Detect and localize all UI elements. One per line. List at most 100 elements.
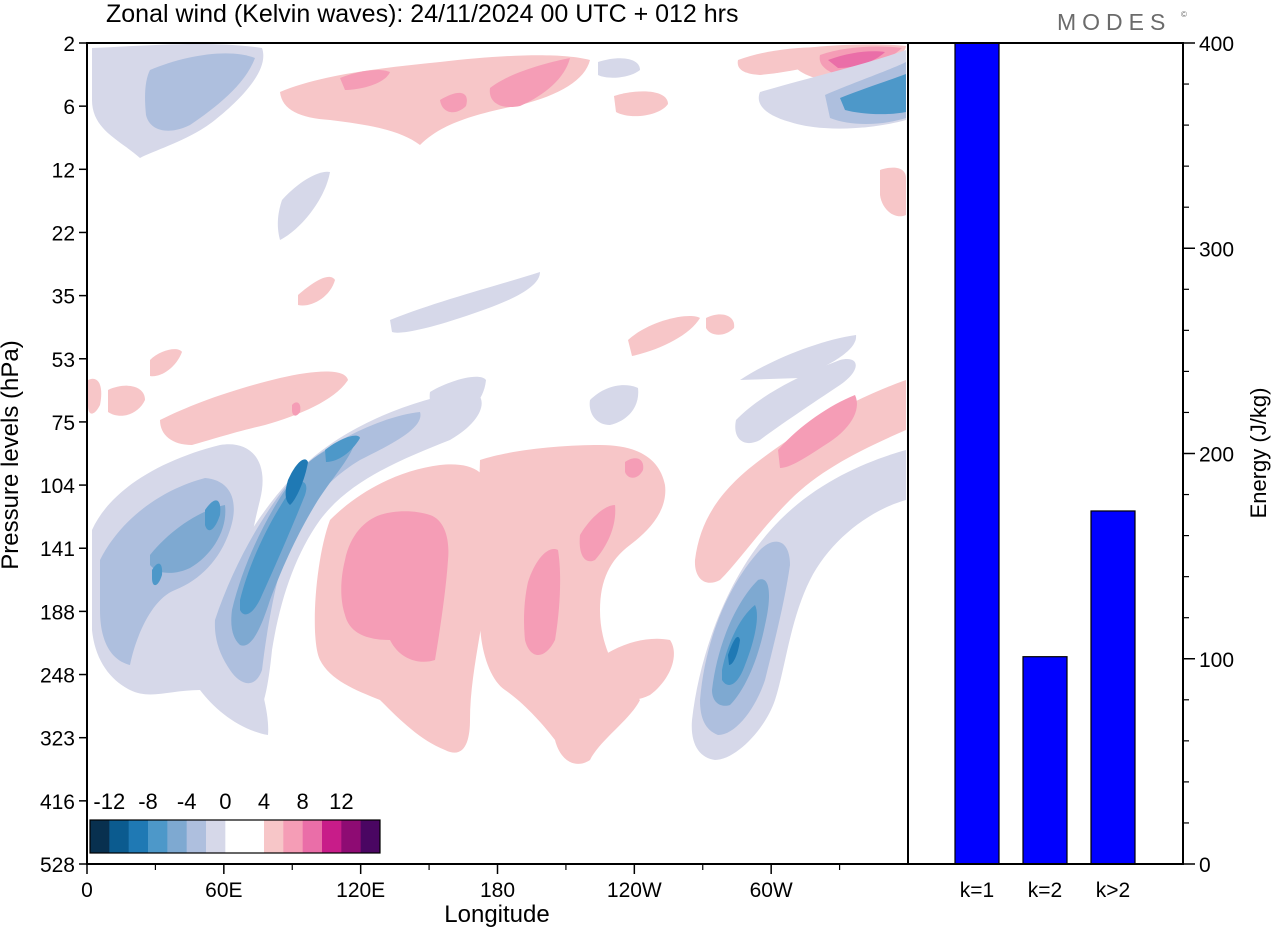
bar-category-label: k=1	[960, 879, 994, 902]
anomaly-region	[108, 385, 145, 416]
colorbar-label: -4	[177, 789, 197, 814]
anomaly-region	[88, 378, 102, 414]
colorbar-swatch	[283, 820, 304, 853]
colorbar-swatch	[244, 820, 265, 853]
bar-y-tick-label: 400	[1199, 33, 1234, 56]
anomaly-region	[285, 459, 308, 505]
colorbar-swatch	[360, 820, 381, 853]
anomaly-region	[628, 316, 700, 356]
y-tick-label: 188	[40, 601, 75, 624]
anomaly-region	[341, 511, 449, 662]
x-tick-label: 120E	[336, 879, 385, 902]
anomaly-region	[625, 458, 644, 478]
x-tick-label: 120W	[607, 879, 662, 902]
bar-y-tick-label: 0	[1199, 854, 1211, 877]
colorbar-swatch	[302, 820, 323, 853]
bar-y-tick-label: 200	[1199, 444, 1234, 467]
y-tick-label: 53	[52, 349, 75, 372]
colorbar-swatch	[148, 820, 168, 853]
bar-category-label: k=2	[1028, 879, 1062, 902]
colorbar-label: 0	[219, 789, 231, 814]
anomaly-region	[212, 382, 300, 418]
anomaly-region	[735, 359, 856, 444]
heatmap-panel: -12 -8 -4 0 4 8 12	[86, 42, 909, 865]
y-tick-label: 248	[40, 665, 75, 688]
anomaly-region	[840, 74, 906, 115]
heatmap-x-axis: 0 60E 120E 180 120W 60W	[81, 864, 841, 902]
colorbar-label: -12	[93, 789, 125, 814]
colorbar	[90, 820, 381, 853]
energy-bar-3	[1090, 510, 1136, 865]
anomaly-region	[579, 505, 616, 562]
anomaly-region	[524, 549, 561, 655]
colorbar-labels: -12 -8 -4 0 4 8 12	[93, 789, 353, 814]
x-tick-label: 0	[81, 879, 93, 902]
heatmap-y-axis: 2 6 12 22 35 53 75 104 141 188 248 323 416 528	[40, 33, 87, 877]
colorbar-label: 4	[258, 789, 270, 814]
energy-bar-1	[954, 42, 1000, 865]
colorbar-swatch	[90, 820, 110, 853]
y-tick-label: 323	[40, 728, 75, 751]
colorbar-swatch	[341, 820, 362, 853]
anomaly-region	[150, 349, 182, 377]
y-tick-label: 2	[63, 33, 75, 56]
anomaly-region	[722, 605, 757, 685]
anomaly-region	[240, 481, 307, 615]
anomaly-region	[205, 500, 221, 531]
anomaly-region	[489, 58, 570, 108]
bar-category-label: k>2	[1096, 879, 1130, 902]
anomaly-region	[440, 92, 467, 113]
colorbar-label: 12	[329, 789, 353, 814]
bar-x-axis: k=1 k=2 k>2	[960, 879, 1130, 902]
y-tick-label: 6	[63, 96, 75, 119]
energy-bar-panel: 0 100 200 300 400 k=1 k=2 k>2 Energy (J/kg)	[907, 33, 1271, 902]
brand-trademark: ©	[1181, 10, 1187, 19]
anomaly-region	[778, 395, 857, 468]
anomaly-region	[614, 91, 668, 117]
energy-bar-2	[1022, 656, 1068, 865]
anomaly-region	[277, 171, 330, 240]
colorbar-swatch	[206, 820, 226, 853]
anomaly-region	[214, 412, 421, 684]
anomaly-region	[145, 53, 255, 131]
x-tick-label: 60E	[205, 879, 242, 902]
brand-logo: MODES	[1057, 9, 1172, 35]
colorbar-frame	[89, 819, 381, 854]
y-tick-label: 12	[52, 159, 75, 182]
anomaly-region	[590, 638, 674, 701]
anomaly-region	[828, 51, 885, 68]
x-tick-label: 180	[480, 879, 515, 902]
anomaly-region	[740, 335, 857, 380]
colorbar-swatch	[167, 820, 188, 853]
colorbar-swatch	[225, 820, 246, 853]
chart-title: Zonal wind (Kelvin waves): 24/11/2024 00…	[106, 0, 739, 28]
energy-bars	[954, 42, 1136, 865]
colorbar-label: -8	[138, 789, 158, 814]
anomaly-region	[390, 272, 540, 333]
bar-y-tick-label: 300	[1199, 238, 1234, 261]
x-tick-label: 60W	[750, 879, 793, 902]
bar-y-axis-label: Energy (J/kg)	[1246, 388, 1271, 519]
heatmap-x-axis-label: Longitude	[444, 901, 549, 928]
y-tick-label: 416	[40, 791, 75, 814]
y-tick-label: 528	[40, 854, 75, 877]
colorbar-swatch	[128, 820, 149, 853]
colorbar-swatch	[186, 820, 207, 853]
anomaly-region	[231, 441, 355, 646]
y-tick-label: 35	[52, 286, 75, 309]
y-tick-label: 75	[52, 412, 75, 435]
y-tick-label: 141	[40, 538, 75, 561]
anomaly-region	[598, 58, 640, 78]
y-tick-label: 22	[52, 222, 75, 245]
colorbar-swatch	[109, 820, 130, 853]
anomaly-region	[589, 385, 639, 425]
anomaly-region	[429, 376, 486, 420]
colorbar-swatch	[264, 820, 284, 853]
colorbar-label: 8	[297, 789, 309, 814]
anomaly-region	[152, 563, 163, 586]
anomaly-region	[340, 70, 390, 90]
anomaly-region	[694, 380, 906, 583]
bar-y-tick-label: 100	[1199, 649, 1234, 672]
anomaly-region	[325, 435, 360, 462]
